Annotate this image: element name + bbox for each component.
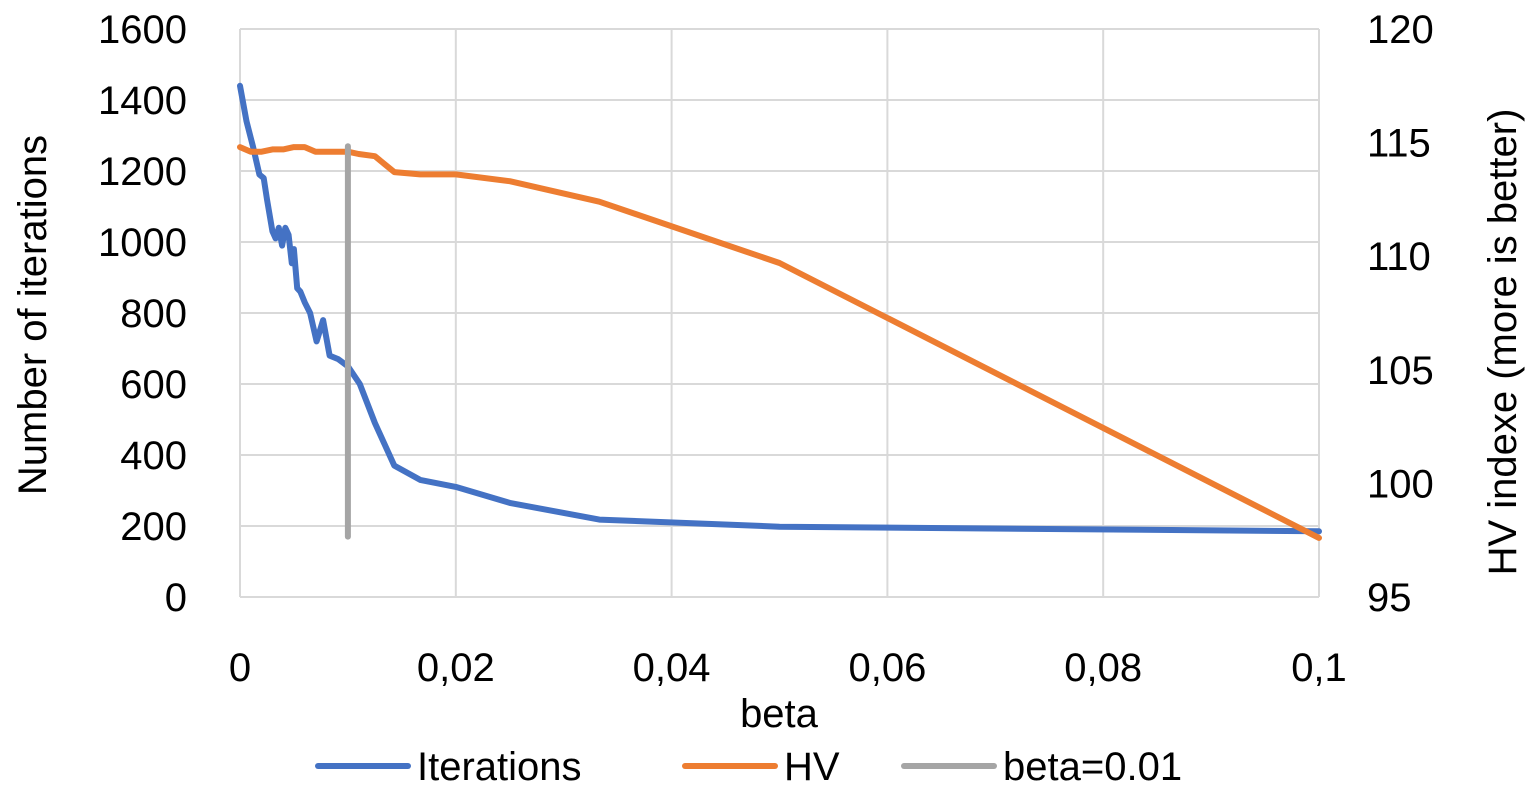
y-right-tick-label-2: 105 bbox=[1367, 349, 1434, 393]
series-line-hv bbox=[237, 144, 1322, 541]
x-tick-label-1: 0,02 bbox=[417, 646, 495, 690]
y-right-axis-title: HV indexe (more is better) bbox=[1481, 109, 1525, 576]
legend-label-hv: HV bbox=[784, 745, 840, 789]
legend-label-iterations: Iterations bbox=[417, 745, 582, 789]
x-axis-ticks: 0 0,02 0,04 0,06 0,08 0,1 bbox=[229, 646, 1347, 690]
y-left-tick-label-2: 400 bbox=[120, 434, 187, 478]
y-right-tick-label-4: 115 bbox=[1367, 122, 1431, 166]
x-tick-label-3: 0,06 bbox=[848, 646, 926, 690]
legend-label-beta-0-01: beta=0.01 bbox=[1003, 745, 1182, 789]
grid bbox=[239, 28, 1320, 598]
series-lines bbox=[237, 82, 1322, 541]
y-left-axis-title: Number of iterations bbox=[11, 135, 55, 495]
x-axis-title: beta bbox=[740, 692, 819, 736]
y-right-tick-label-5: 120 bbox=[1367, 8, 1434, 52]
y-left-tick-label-0: 0 bbox=[165, 576, 187, 620]
y-left-tick-label-5: 1000 bbox=[98, 221, 187, 265]
y-right-tick-label-3: 110 bbox=[1367, 235, 1431, 279]
y-left-tick-label-6: 1200 bbox=[98, 150, 187, 194]
y-right-tick-label-1: 100 bbox=[1367, 462, 1434, 506]
series-line-iterations bbox=[237, 82, 1322, 535]
y-right-axis-ticks: 95 100 105 110 115 120 bbox=[1367, 8, 1434, 620]
x-tick-label-4: 0,08 bbox=[1064, 646, 1142, 690]
y-left-tick-label-8: 1600 bbox=[98, 8, 187, 52]
y-right-tick-label-0: 95 bbox=[1367, 576, 1412, 620]
x-tick-label-5: 0,1 bbox=[1291, 646, 1347, 690]
x-tick-label-0: 0 bbox=[229, 646, 251, 690]
y-left-axis-ticks: 0 200 400 600 800 1000 1200 1400 1600 bbox=[98, 8, 187, 620]
y-left-tick-label-3: 600 bbox=[120, 363, 187, 407]
x-tick-label-2: 0,04 bbox=[633, 646, 711, 690]
legend: Iterations HV beta=0.01 bbox=[315, 745, 1182, 789]
y-left-tick-label-4: 800 bbox=[120, 292, 187, 336]
y-left-tick-label-7: 1400 bbox=[98, 79, 187, 123]
y-left-tick-label-1: 200 bbox=[120, 505, 187, 549]
